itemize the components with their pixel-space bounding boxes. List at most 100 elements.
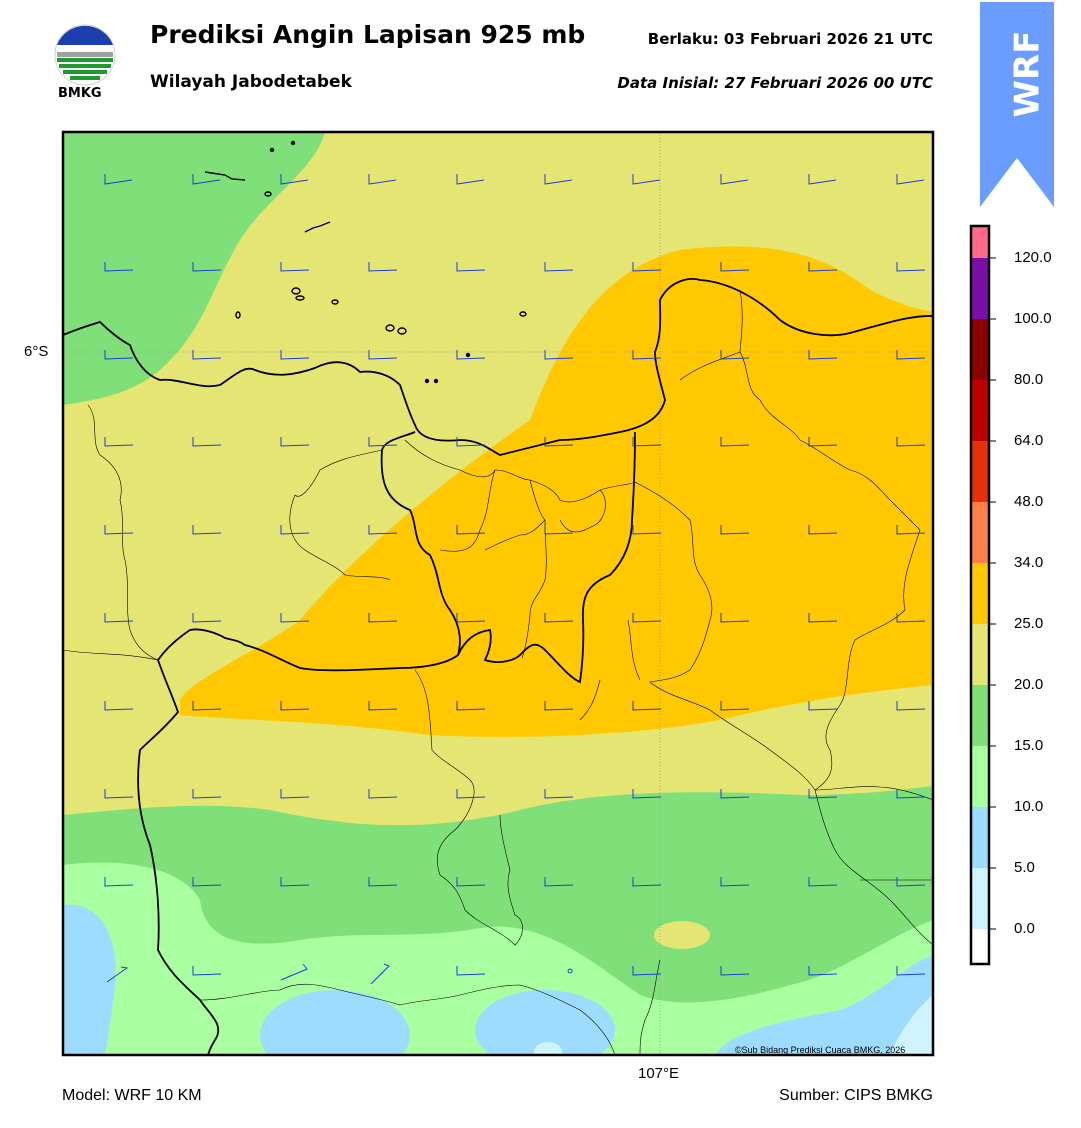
wind-barb <box>456 525 486 535</box>
colorbar-segment <box>971 624 989 685</box>
wind-barb <box>720 966 750 976</box>
wind-barb <box>368 262 398 272</box>
footer-model: Model: WRF 10 KM <box>62 1087 202 1104</box>
wind-barb <box>632 613 662 623</box>
wind-barb <box>896 613 926 623</box>
wind-barb <box>720 877 750 887</box>
wind-barb <box>368 525 398 535</box>
wind-barb <box>104 789 134 799</box>
wind-barb <box>106 966 129 983</box>
wind-barb <box>192 437 222 447</box>
valid-time: Berlaku: 03 Februari 2026 21 UTC <box>647 30 933 48</box>
wind-barb <box>280 877 310 887</box>
wind-speed-field <box>63 132 933 1055</box>
wind-barb <box>808 174 837 185</box>
colorbar-tick-label: 48.0 <box>1014 493 1044 510</box>
wind-barb <box>280 613 310 623</box>
wind-barb <box>456 437 486 447</box>
colorbar-tick-label: 0.0 <box>1014 920 1035 937</box>
wind-barb <box>632 525 662 535</box>
zone-15-20-nw <box>63 132 325 405</box>
wind-barb <box>104 174 133 185</box>
wind-barb <box>896 350 926 360</box>
wind-barb <box>896 966 926 976</box>
zone-0-5-center <box>534 1042 562 1055</box>
province-boundary <box>137 431 636 1055</box>
zone-5-10-east <box>715 955 933 1055</box>
colorbar-frame <box>969 224 991 966</box>
wind-barb <box>544 789 574 799</box>
init-time: Data Inisial: 27 Februari 2026 00 UTC <box>617 74 933 92</box>
wind-barb <box>632 262 662 272</box>
wind-barb <box>104 877 134 887</box>
wind-barb <box>192 877 222 887</box>
colorbar-tick-label: 15.0 <box>1014 737 1044 754</box>
colorbar-segment <box>971 502 989 563</box>
colorbar-segment <box>971 746 989 807</box>
colorbar-tick-label: 10.0 <box>1014 798 1044 815</box>
colorbar-segment <box>971 563 989 624</box>
zone-25-34 <box>180 246 933 737</box>
wind-barb <box>720 350 750 360</box>
wind-barb <box>456 877 486 887</box>
wind-barb <box>280 262 310 272</box>
wind-barb <box>896 174 925 185</box>
zone-5-10-center-b <box>475 990 615 1055</box>
wind-barb <box>632 701 662 711</box>
wind-barb <box>720 613 750 623</box>
wind-barb <box>808 701 838 711</box>
wind-barb <box>456 262 486 272</box>
wind-barb <box>896 789 926 799</box>
wind-barb <box>280 174 309 185</box>
wind-barb <box>280 350 310 360</box>
wind-barb <box>632 437 662 447</box>
footer-source: Sumber: CIPS BMKG <box>779 1087 933 1104</box>
colorbar-tick-label: 20.0 <box>1014 676 1044 693</box>
wind-barb <box>104 262 134 272</box>
wind-barb <box>456 701 486 711</box>
wind-barb <box>896 437 926 447</box>
wind-barb <box>104 701 134 711</box>
wind-barb <box>192 350 222 360</box>
wind-barb <box>456 966 486 976</box>
wind-barb <box>896 701 926 711</box>
wind-barb <box>632 350 662 360</box>
coastline <box>63 278 933 456</box>
colorbar-tick-label: 5.0 <box>1014 859 1035 876</box>
wind-barb <box>280 437 310 447</box>
wrf-label: WRF <box>1007 30 1048 118</box>
wind-barb <box>104 613 134 623</box>
wind-barb <box>456 350 486 360</box>
colorbar-tick-label: 34.0 <box>1014 554 1044 571</box>
latitude-label: 6°S <box>24 343 49 360</box>
copyright-note: ©Sub Bidang Prediksi Cuaca BMKG, 2026 <box>735 1045 906 1055</box>
zone-5-10-west <box>63 904 116 1055</box>
colorbar-segment <box>971 380 989 441</box>
wind-barb <box>192 789 222 799</box>
colorbar-segment <box>971 685 989 746</box>
wind-barb <box>280 789 310 799</box>
wind-barb <box>368 437 398 447</box>
longitude-label: 107°E <box>638 1065 680 1082</box>
wind-barb <box>280 525 310 535</box>
wind-barb <box>280 963 308 981</box>
wind-barb <box>544 262 574 272</box>
wind-barb <box>104 437 134 447</box>
wind-barb <box>192 613 222 623</box>
wind-barb <box>370 963 390 985</box>
wind-barb <box>896 525 926 535</box>
colorbar-tick-label: 100.0 <box>1014 310 1052 327</box>
wind-barb <box>720 701 750 711</box>
wind-barb <box>368 789 398 799</box>
wind-barb <box>368 701 398 711</box>
wind-barbs <box>104 174 926 985</box>
wind-barb <box>632 966 662 976</box>
colorbar-segment <box>971 226 989 258</box>
wind-barb <box>808 525 838 535</box>
wind-barb <box>632 877 662 887</box>
wind-barb <box>567 968 573 974</box>
wind-barb <box>808 877 838 887</box>
colorbar-segment <box>971 319 989 380</box>
wind-barb <box>808 350 838 360</box>
wind-barb <box>456 789 486 799</box>
